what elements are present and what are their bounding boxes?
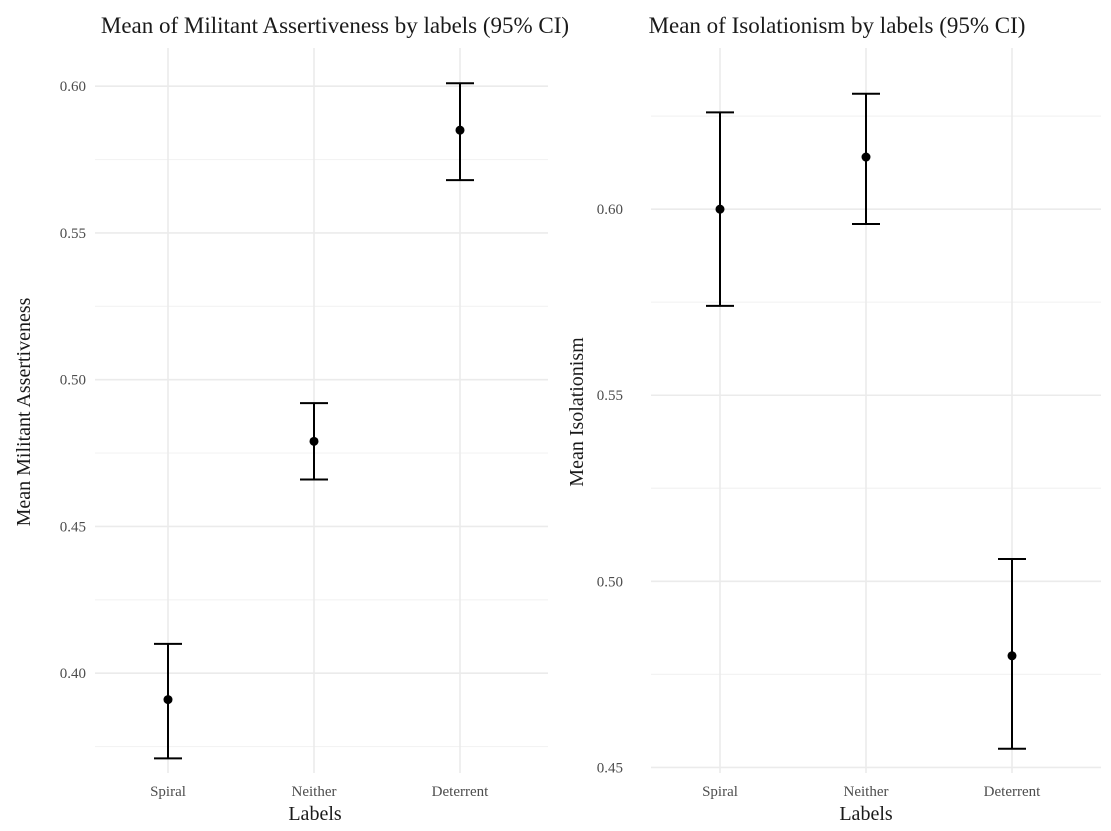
- y-tick-label: 0.50: [60, 373, 86, 389]
- data-marks: [706, 92, 1026, 750]
- minor-grid: [651, 115, 1101, 675]
- mean-point: [861, 152, 871, 162]
- mean-point: [715, 204, 725, 214]
- minor-grid: [95, 158, 548, 748]
- panel-title: Mean of Isolationism by labels (95% CI): [649, 13, 1026, 38]
- x-tick-label: Neither: [292, 784, 337, 800]
- mean-point: [1007, 651, 1017, 661]
- data-marks: [154, 82, 474, 760]
- panel-title: Mean of Militant Assertiveness by labels…: [101, 13, 569, 38]
- y-tick-label: 0.45: [597, 760, 623, 776]
- y-tick-label: 0.55: [60, 226, 86, 242]
- x-axis-title: Labels: [288, 803, 342, 825]
- tick-labels: 0.40 0.45 0.50 0.55 0.60 Spiral Neither Deterre…: [60, 79, 489, 800]
- x-tick-label: Spiral: [702, 784, 738, 800]
- x-axis-title: Labels: [839, 803, 893, 825]
- y-tick-label: 0.45: [60, 519, 86, 535]
- x-tick-label: Spiral: [150, 784, 186, 800]
- mean-point: [455, 125, 465, 135]
- mean-point: [163, 695, 173, 705]
- panel-isolationism: 0.45 0.50 0.55 0.60 Spiral Neither Deterrent M…: [566, 13, 1101, 825]
- x-tick-label: Deterrent: [984, 784, 1041, 800]
- major-grid: [95, 48, 548, 773]
- tick-labels: 0.45 0.50 0.55 0.60 Spiral Neither Deterrent: [597, 202, 1041, 800]
- y-tick-label: 0.40: [60, 666, 86, 682]
- mean-point: [309, 436, 319, 446]
- y-tick-label: 0.60: [60, 79, 86, 95]
- panel-militant-assertiveness: 0.40 0.45 0.50 0.55 0.60 Spiral Neither Deterre…: [13, 13, 569, 825]
- y-tick-label: 0.60: [597, 202, 623, 218]
- y-tick-label: 0.50: [597, 574, 623, 590]
- y-axis-title: Mean Militant Assertiveness: [13, 297, 35, 526]
- y-tick-label: 0.55: [597, 388, 623, 404]
- y-axis-title: Mean Isolationism: [566, 337, 588, 487]
- x-tick-label: Deterrent: [432, 784, 489, 800]
- x-tick-label: Neither: [844, 784, 889, 800]
